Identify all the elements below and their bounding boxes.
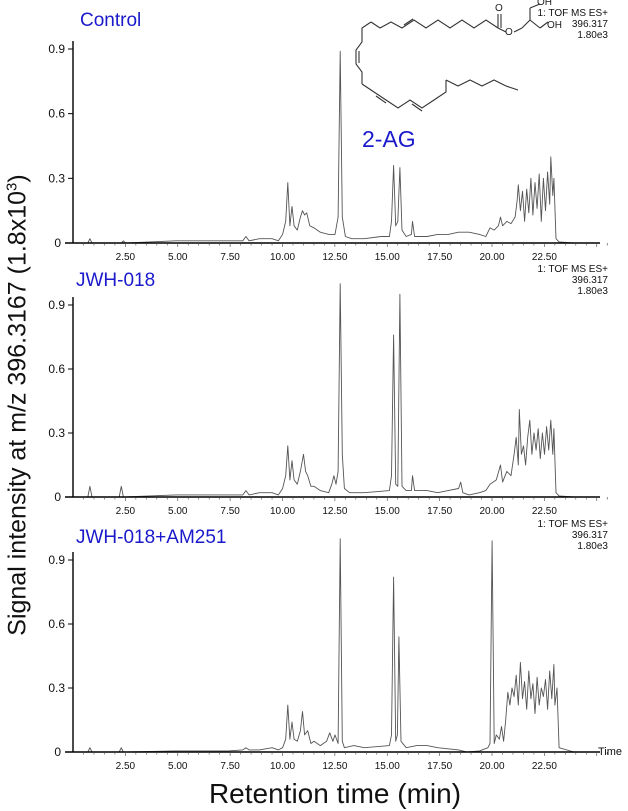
x-tick-label: 20.00 <box>479 761 504 772</box>
chromatogram-trace <box>75 283 595 498</box>
x-axis-label: Retention time (min) <box>208 778 462 809</box>
chromatogram-trace <box>75 50 595 244</box>
y-tick-label: 0.9 <box>48 42 65 56</box>
panel-title-jwh-018-am251: JWH-018+AM251 <box>76 527 227 548</box>
x-tick-label: 20.00 <box>479 252 504 263</box>
x-tick-label: 15.00 <box>375 506 400 517</box>
panel-meta-jwh-018: 1: TOF MS ES+ 396.317 1.80e3 <box>538 264 609 297</box>
structure-ester-o: O <box>505 27 513 38</box>
x-tick-label: 10.00 <box>270 506 295 517</box>
panel-control: 0 0.3 0.6 0.9 2.50 5.00 7.50 10.00 12.50 15.00 17.… <box>48 41 608 263</box>
y-axis-label-close: ) <box>3 174 32 183</box>
y-tick-label: 0.9 <box>48 298 65 312</box>
panel-meta-control: 1: TOF MS ES+ 396.317 1.80e3 <box>538 8 609 41</box>
x-tick-label: 15.00 <box>375 252 400 263</box>
y-tick-label: 0.3 <box>48 171 65 185</box>
x-tick-label: 17.50 <box>427 252 452 263</box>
y-tick-label: 0 <box>54 236 61 250</box>
x-tick-label: 12.50 <box>322 506 347 517</box>
x-tick-label: 2.50 <box>116 252 136 263</box>
x-tick-label: 2.50 <box>116 761 136 772</box>
meta-mass: 396.317 <box>571 275 608 286</box>
chromatogram-trace <box>75 538 595 753</box>
structure-carbonyl-o: O <box>495 3 503 14</box>
y-tick-label: 0.6 <box>48 107 65 121</box>
time-axis-label: Time <box>598 746 623 758</box>
meta-scan-mode: 1: TOF MS ES+ <box>537 519 609 530</box>
y-tick-label: 0.6 <box>48 617 65 631</box>
x-tick-label: 5.00 <box>168 252 188 263</box>
meta-scan-mode: 1: TOF MS ES+ <box>537 8 609 19</box>
x-tick-label: 20.00 <box>479 506 504 517</box>
meta-intensity: 1.80e3 <box>577 30 608 41</box>
x-tick-label: 10.00 <box>270 252 295 263</box>
x-tick-label: 12.50 <box>322 761 347 772</box>
x-tick-label: 15.00 <box>375 761 400 772</box>
panel-meta-jwh-018-am251: 1: TOF MS ES+ 396.317 1.80e3 <box>538 519 609 552</box>
compound-label: 2-AG <box>362 126 416 152</box>
x-tick-label: 5.00 <box>168 761 188 772</box>
y-axis-label-text: Signal intensity at m/z 396.3167 (1.8x10 <box>3 190 32 636</box>
meta-scan-mode: 1: TOF MS ES+ <box>537 264 609 275</box>
x-tick-label: 7.50 <box>220 252 240 263</box>
x-tick-label: 22.50 <box>532 252 557 263</box>
x-tick-label: 17.50 <box>427 761 452 772</box>
x-tick-label: 17.50 <box>427 506 452 517</box>
y-tick-label: 0.6 <box>48 362 65 376</box>
x-tick-label: 10.00 <box>270 761 295 772</box>
meta-intensity: 1.80e3 <box>577 541 608 552</box>
y-tick-label: 0 <box>54 745 61 759</box>
meta-mass: 396.317 <box>571 19 608 30</box>
panel-title-jwh-018: JWH-018 <box>76 270 156 291</box>
y-axis-label-exponent: 3 <box>3 182 21 191</box>
meta-mass: 396.317 <box>571 530 608 541</box>
y-tick-label: 0.9 <box>48 553 65 567</box>
y-tick-label: 0 <box>54 490 61 504</box>
panel-jwh-018-am251: 0 0.3 0.6 0.9 2.50 5.00 7.50 10.00 12.50 15.00 17.… <box>48 538 608 772</box>
structure-oh-right: OH <box>547 20 562 31</box>
y-axis-label: Signal intensity at m/z 396.3167 (1.8x10… <box>3 174 32 635</box>
x-tick-label: 22.50 <box>532 506 557 517</box>
2-ag-structure-icon <box>355 3 549 112</box>
x-tick-label: 12.50 <box>322 252 347 263</box>
panel-title-control: Control <box>80 10 142 31</box>
y-tick-label: 0.3 <box>48 426 65 440</box>
panel-jwh-018: 0 0.3 0.6 0.9 2.50 5.00 7.50 10.00 12.50 15.00 17.… <box>48 283 608 517</box>
x-tick-label: 5.00 <box>168 506 188 517</box>
meta-intensity: 1.80e3 <box>577 286 608 297</box>
x-tick-label: 7.50 <box>220 506 240 517</box>
structure-oh-top: OH <box>537 0 552 8</box>
x-tick-label: 2.50 <box>116 506 136 517</box>
x-tick-label: 22.50 <box>532 761 557 772</box>
y-tick-label: 0.3 <box>48 681 65 695</box>
x-tick-label: 7.50 <box>220 761 240 772</box>
